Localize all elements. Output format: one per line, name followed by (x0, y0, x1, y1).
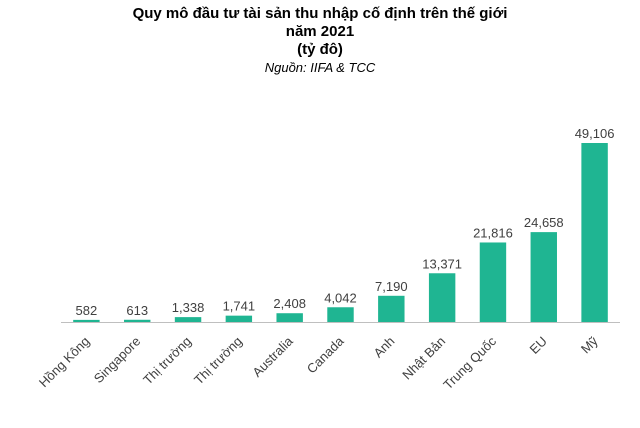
data-label: 1,741 (223, 299, 256, 314)
chart-title: Quy mô đầu tư tài sản thu nhập cố định t… (133, 5, 508, 22)
bar (327, 307, 354, 322)
bar (174, 317, 202, 322)
x-tick-label: EU (527, 334, 550, 357)
bar (73, 319, 100, 322)
bar (479, 242, 507, 322)
data-label: 582 (76, 303, 98, 318)
x-tick-label: Australia (249, 333, 296, 380)
x-tick-label: Thị trường (191, 334, 245, 388)
bar (530, 232, 557, 322)
data-label: 2,408 (273, 296, 306, 311)
data-label: 13,371 (422, 256, 462, 271)
bar (225, 315, 253, 322)
x-tick-label: Mỹ (578, 333, 601, 356)
x-tick-label: Anh (370, 334, 397, 361)
chart-title: (tỷ đô) (297, 41, 343, 58)
bar (124, 319, 151, 322)
bar (378, 295, 405, 322)
data-label: 49,106 (575, 126, 615, 141)
data-label: 1,338 (172, 300, 205, 315)
bar (581, 143, 608, 322)
x-tick-label: Canada (304, 333, 347, 376)
data-label: 21,816 (473, 225, 513, 240)
bar (428, 273, 456, 322)
data-label: 613 (126, 303, 148, 318)
x-tick-label: Hồng Kông (36, 334, 93, 391)
x-tick-label: Nhật Bản (399, 334, 448, 383)
chart-title: năm 2021 (286, 23, 354, 40)
data-label: 7,190 (375, 279, 408, 294)
x-tick-label: Singapore (91, 334, 144, 387)
x-tick-label: Trung Quốc (440, 333, 499, 392)
chart-subtitle: Nguồn: IIFA & TCC (265, 60, 376, 75)
data-label: 24,658 (524, 215, 564, 230)
data-label: 4,042 (324, 290, 357, 305)
bar (276, 313, 303, 322)
x-tick-label: Thị trường (140, 334, 194, 388)
